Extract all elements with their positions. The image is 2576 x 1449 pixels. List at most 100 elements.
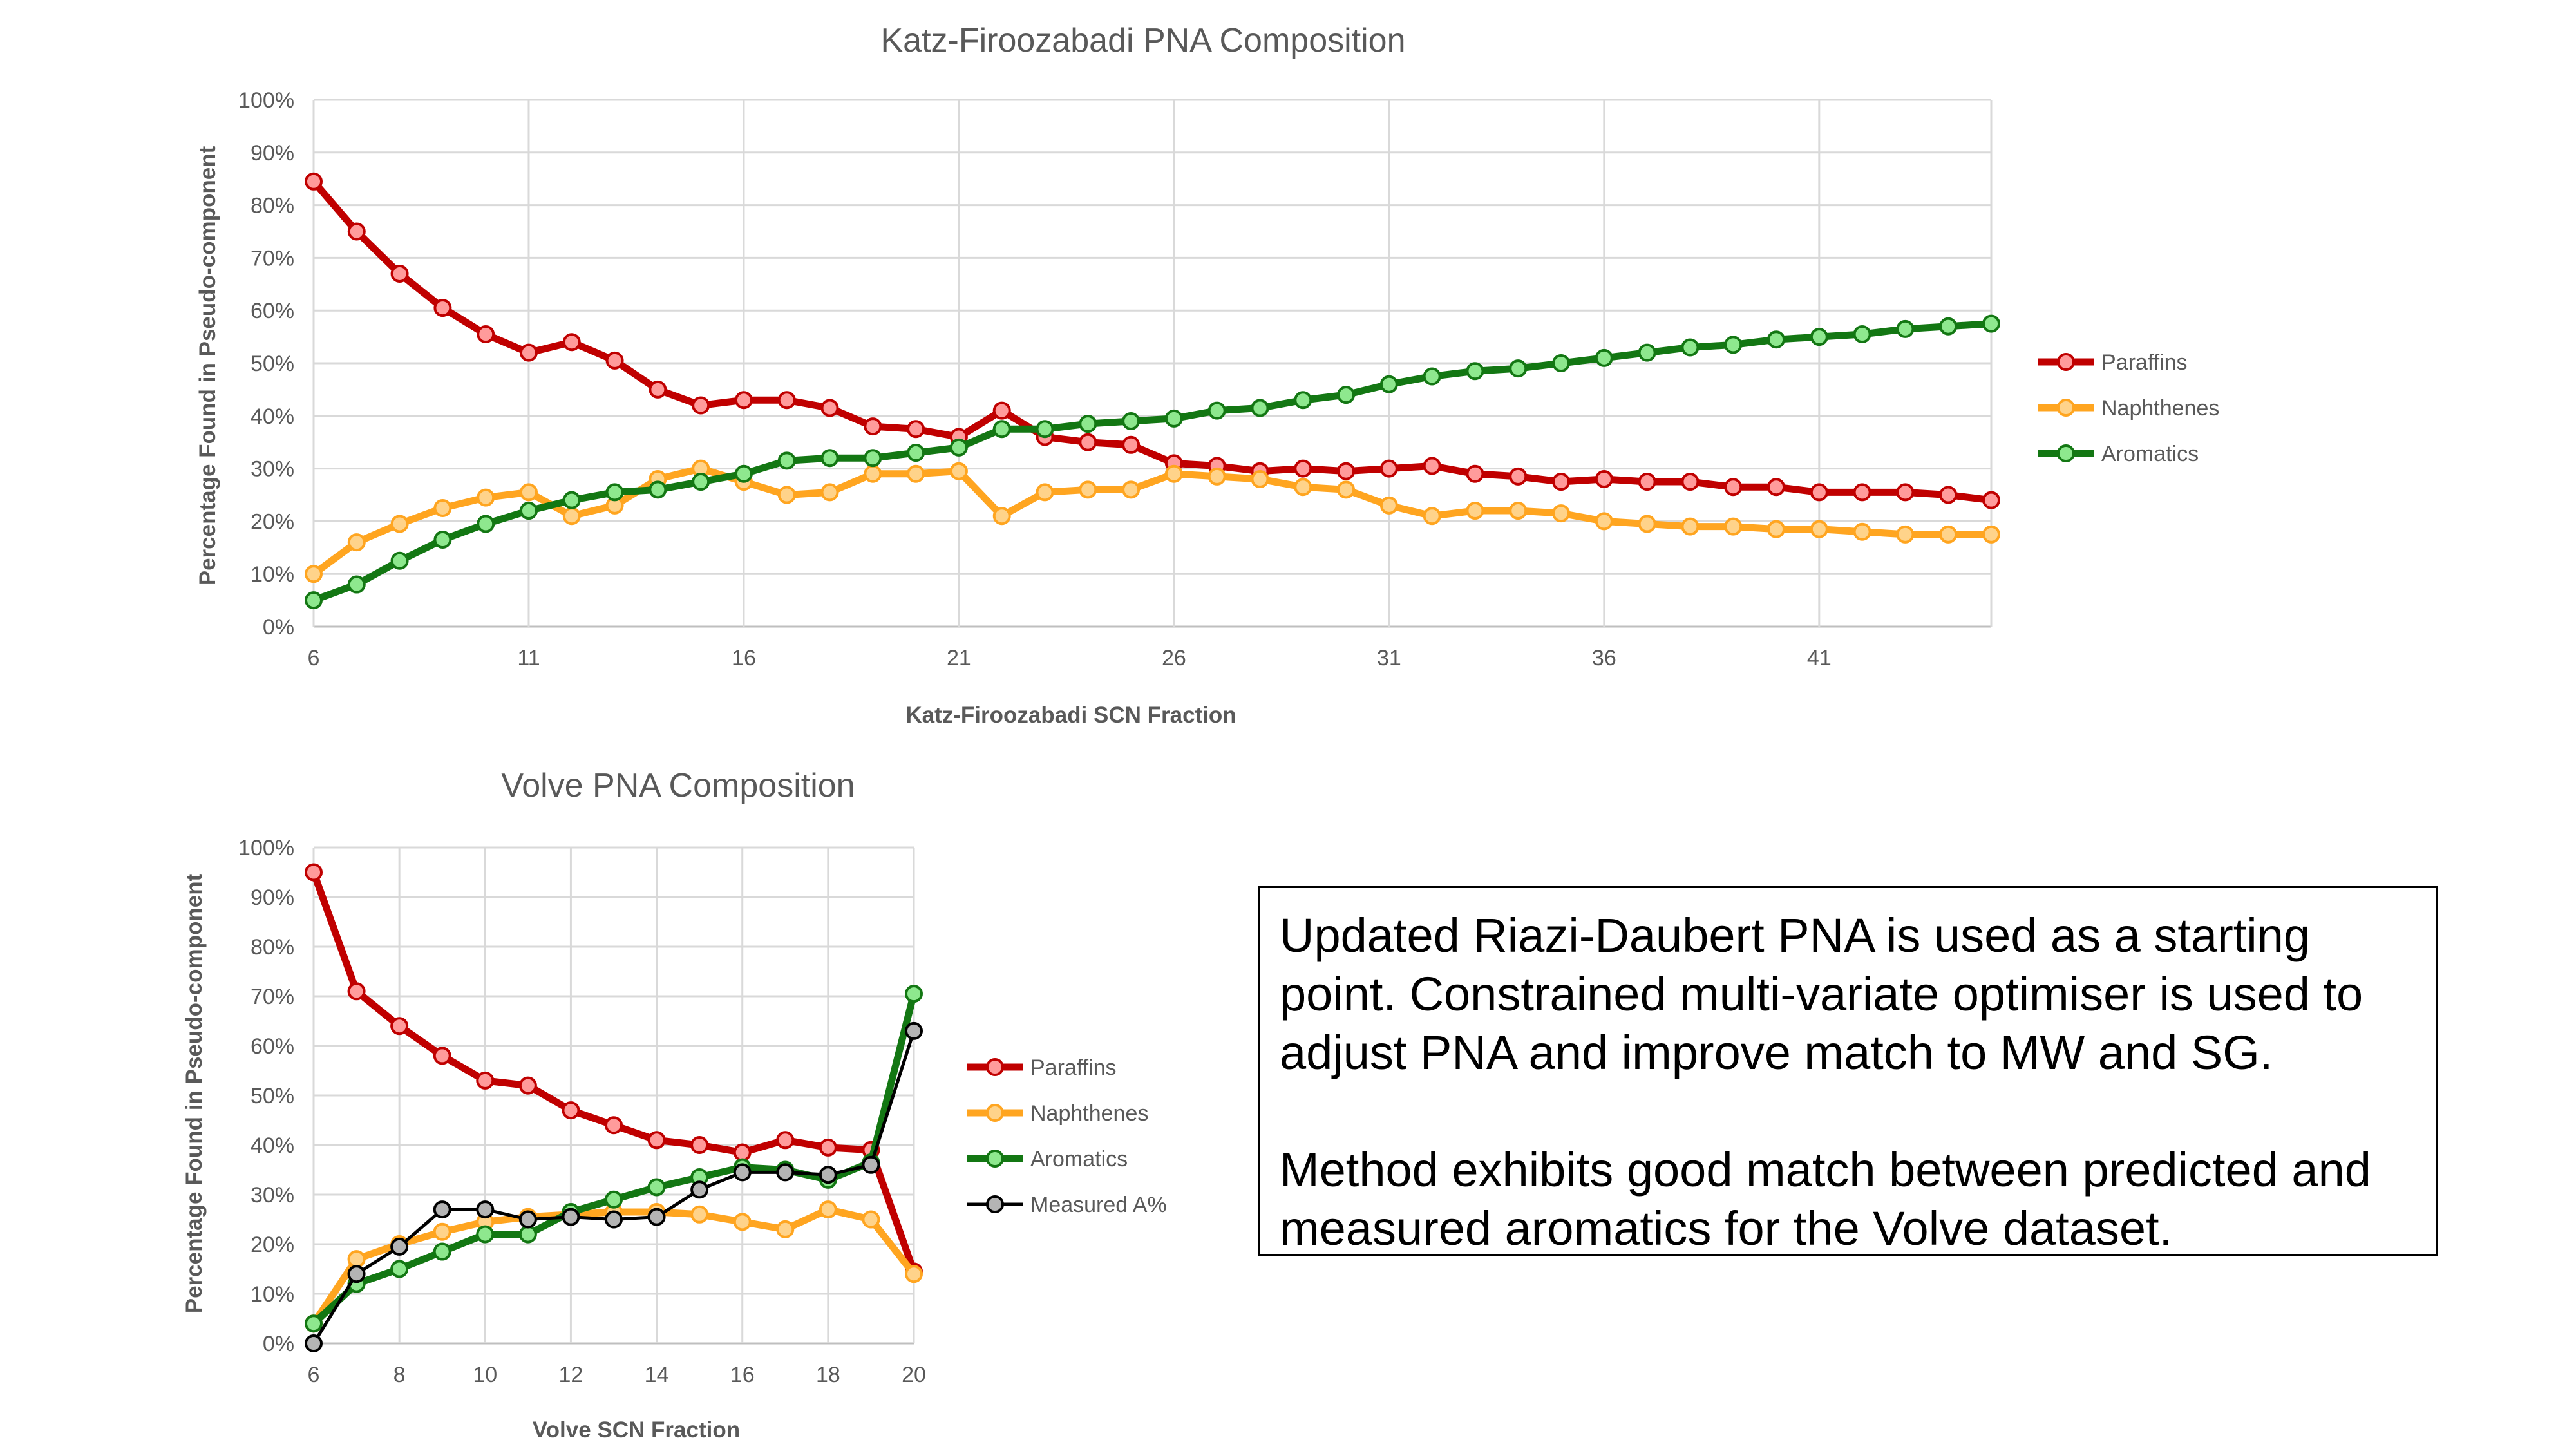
y-tick-label: 60%: [251, 299, 294, 323]
data-point: [647, 1131, 666, 1150]
data-point: [519, 343, 538, 362]
data-point: [862, 1210, 880, 1229]
data-point: [1466, 464, 1484, 483]
data-point: [305, 565, 323, 583]
data-point: [305, 863, 323, 882]
legend-marker: [986, 1150, 1004, 1168]
data-point: [649, 480, 667, 499]
data-point: [605, 1116, 623, 1135]
data-point: [1294, 459, 1312, 478]
legend-item: Naphthenes: [2038, 396, 2219, 421]
data-point: [518, 1076, 537, 1095]
y-tick-label: 90%: [251, 886, 294, 910]
data-point: [1638, 473, 1656, 491]
legend-label: Measured A%: [1030, 1193, 1167, 1217]
data-point: [1939, 525, 1958, 544]
data-point: [477, 488, 495, 507]
data-point: [477, 515, 495, 533]
data-point: [1896, 483, 1915, 502]
legend-label: Aromatics: [2101, 442, 2199, 466]
data-point: [1896, 319, 1915, 338]
data-point: [476, 1225, 495, 1244]
data-point: [519, 502, 538, 520]
data-point: [1423, 457, 1441, 475]
data-point: [1251, 399, 1269, 417]
note-paragraph-1: Updated Riazi-Daubert PNA is used as a s…: [1280, 909, 2363, 1079]
data-point: [1337, 386, 1356, 404]
data-point: [1681, 517, 1700, 536]
data-point: [433, 498, 452, 517]
legend-item: Aromatics: [2038, 442, 2199, 466]
x-tick-label: 12: [559, 1363, 583, 1387]
data-point: [1810, 520, 1828, 538]
y-axis-label: Percentage Found in Pseudo-component: [195, 146, 220, 585]
data-point: [1337, 480, 1356, 499]
data-point: [733, 1163, 752, 1182]
data-point: [992, 420, 1011, 439]
data-point: [1724, 336, 1743, 354]
data-point: [777, 391, 796, 410]
data-point: [692, 473, 710, 491]
legend-label: Paraffins: [2101, 350, 2188, 375]
y-tick-label: 100%: [238, 836, 294, 860]
data-point: [1379, 375, 1398, 393]
note-paragraph-2: Method exhibits good match between predi…: [1280, 1143, 2371, 1255]
chart-title: Katz-Firoozabadi PNA Composition: [880, 22, 1405, 59]
katz-firoozabadi-chart: Katz-Firoozabadi PNA Composition Percent…: [195, 22, 2219, 728]
data-point: [1552, 504, 1571, 523]
data-point: [647, 1178, 666, 1197]
data-point: [1466, 362, 1484, 381]
x-tick-label: 16: [732, 646, 756, 670]
data-point: [905, 985, 923, 1003]
data-point: [862, 1155, 880, 1174]
data-point: [1767, 330, 1786, 349]
data-point: [1939, 317, 1958, 336]
data-point: [1638, 343, 1656, 362]
legend-item: Paraffins: [967, 1056, 1117, 1080]
data-point: [905, 1021, 923, 1040]
data-point: [562, 1101, 580, 1120]
y-tick-label: 90%: [251, 141, 294, 166]
data-point: [605, 1190, 623, 1209]
data-point: [864, 417, 882, 436]
series-line: [310, 465, 1995, 578]
legend-item: Naphthenes: [967, 1101, 1148, 1126]
data-point: [433, 1200, 451, 1219]
data-point: [907, 444, 925, 462]
data-point: [1379, 496, 1398, 515]
legend-marker: [2057, 353, 2075, 371]
data-point: [433, 299, 452, 317]
data-point: [820, 483, 839, 502]
data-point: [907, 464, 925, 483]
data-point: [562, 333, 581, 352]
data-point: [820, 399, 839, 417]
data-point: [433, 1242, 451, 1261]
y-tick-label: 0%: [263, 1332, 294, 1356]
y-tick-label: 20%: [251, 1233, 294, 1257]
data-point: [777, 451, 796, 470]
series-line: [310, 178, 1995, 504]
data-point: [905, 1265, 923, 1283]
data-point: [1767, 520, 1786, 538]
data-point: [390, 264, 409, 283]
data-point: [692, 396, 710, 415]
data-point: [390, 551, 409, 570]
data-point: [1337, 462, 1356, 480]
data-point: [390, 515, 409, 533]
data-point: [305, 591, 323, 610]
data-point: [1595, 512, 1613, 531]
data-point: [733, 1213, 752, 1231]
x-axis-label: Katz-Firoozabadi SCN Fraction: [905, 703, 1236, 728]
data-point: [1638, 515, 1656, 533]
data-point: [776, 1163, 795, 1182]
data-point: [605, 483, 624, 502]
y-tick-label: 40%: [251, 404, 294, 429]
data-point: [1164, 464, 1183, 483]
data-point: [734, 464, 753, 483]
data-point: [305, 172, 323, 191]
y-tick-label: 70%: [251, 985, 294, 1009]
y-tick-label: 50%: [251, 352, 294, 376]
series-line: [310, 320, 1995, 604]
legend-label: Naphthenes: [1030, 1101, 1148, 1126]
data-point: [1982, 525, 2000, 544]
